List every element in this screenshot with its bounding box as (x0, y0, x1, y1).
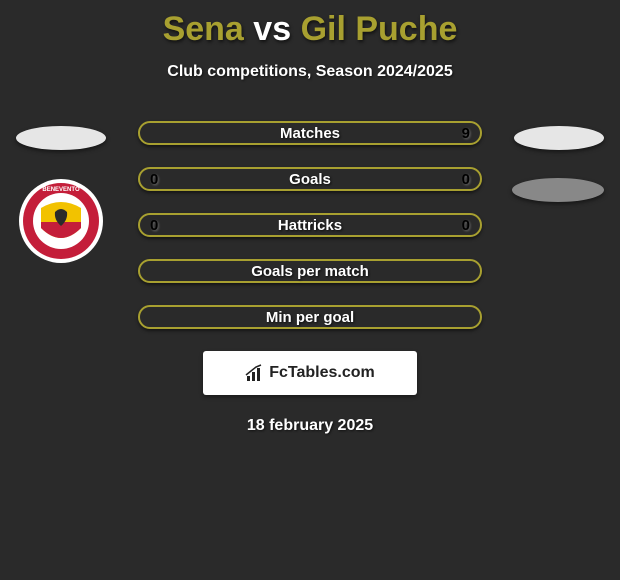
bar-chart-icon (245, 364, 265, 382)
stat-row-hattricks: 0 Hattricks 0 (138, 213, 482, 237)
stat-row-goals: 0 Goals 0 (138, 167, 482, 191)
stat-label: Goals (140, 171, 480, 188)
title-vs: vs (253, 10, 291, 48)
stat-right-value: 9 (462, 125, 470, 142)
stat-row-goals-per-match: Goals per match (138, 259, 482, 283)
stat-row-min-per-goal: Min per goal (138, 305, 482, 329)
footer-logo-text: FcTables.com (269, 364, 375, 382)
title-player2: Gil Puche (301, 10, 458, 48)
stat-label: Min per goal (140, 309, 480, 326)
stat-right-value: 0 (462, 171, 470, 188)
subtitle: Club competitions, Season 2024/2025 (0, 63, 620, 81)
title-player1: Sena (163, 10, 244, 48)
player-photo-right-placeholder (514, 126, 604, 150)
stat-right-value: 0 (462, 217, 470, 234)
club-logo-right-placeholder (512, 178, 604, 202)
stat-row-matches: Matches 9 (138, 121, 482, 145)
footer-date: 18 february 2025 (0, 417, 620, 435)
stat-label: Hattricks (140, 217, 480, 234)
footer-logo: FcTables.com (203, 351, 417, 395)
page-title: Sena vs Gil Puche (0, 0, 620, 49)
svg-text:BENEVENTO: BENEVENTO (42, 187, 80, 193)
player-photo-left-placeholder (16, 126, 106, 150)
club-badge-left: BENEVENTO (18, 178, 104, 264)
stat-label: Goals per match (140, 263, 480, 280)
stat-label: Matches (140, 125, 480, 142)
